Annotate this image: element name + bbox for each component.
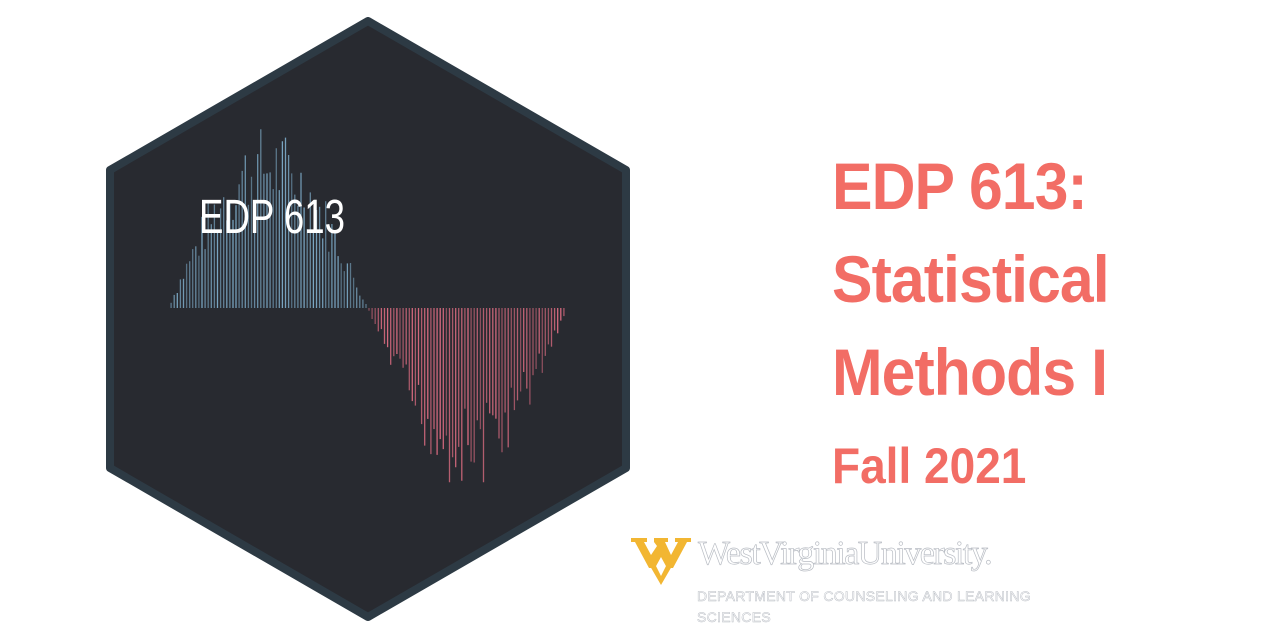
course-title-line-1: EDP 613: — [832, 149, 1088, 223]
course-term: Fall 2021 — [832, 438, 1027, 494]
course-title-line-3: Methods I — [832, 335, 1108, 409]
hex-badge: EDP 613 — [106, 17, 630, 621]
hex-badge-shape — [106, 17, 630, 621]
department-name: DEPARTMENT OF COUNSELING AND LEARNING SC… — [697, 588, 1031, 626]
sine-wave-graphic — [170, 129, 565, 483]
university-name: WestVirginiaUniversity. — [698, 535, 993, 572]
badge-label: EDP 613 — [199, 191, 345, 244]
course-title: EDP 613: Statistical Methods I — [832, 140, 1237, 419]
course-title-line-2: Statistical — [832, 242, 1110, 316]
flying-wv-icon — [631, 538, 691, 585]
